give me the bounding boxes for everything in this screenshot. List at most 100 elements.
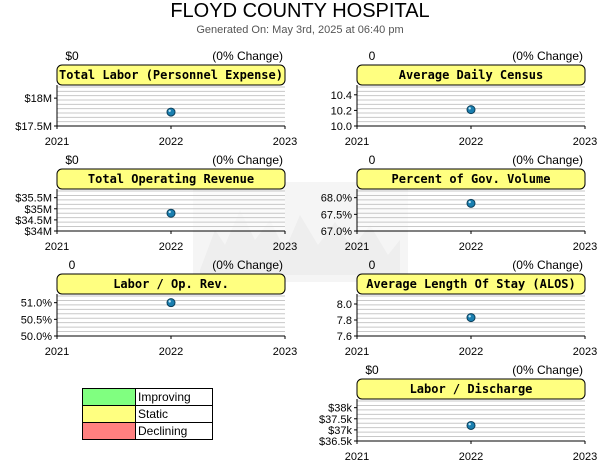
- data-point: [166, 208, 176, 218]
- chart-title-box: [356, 378, 586, 400]
- change-percent: (0% Change): [512, 49, 583, 63]
- x-tick-label: 2022: [159, 136, 183, 148]
- y-tick-label: 10.2: [331, 105, 352, 117]
- x-tick-label: 2023: [573, 136, 597, 148]
- legend-item-static: Static: [82, 405, 213, 423]
- change-value: $0: [65, 153, 79, 167]
- data-point-highlight: [168, 109, 171, 112]
- data-point: [466, 198, 476, 208]
- chart-panel: 8.0 7.8 7.6 2021 2022 2023 0 (0% Change) Average…: [337, 258, 598, 358]
- data-point-highlight: [468, 422, 471, 426]
- change-value: 0: [369, 258, 376, 272]
- x-tick-label: 2023: [273, 136, 297, 148]
- y-tick-label: 51.0%: [21, 298, 52, 310]
- chart-panel: 10.4 10.2 10.0 2021 2022 2023 0 (0% Change) Aver…: [331, 49, 598, 148]
- y-tick-label: 7.6: [337, 331, 352, 343]
- chart-title-box: [56, 64, 286, 86]
- x-tick-label: 2021: [45, 136, 69, 148]
- x-tick-label: 2023: [573, 241, 597, 253]
- x-tick-label: 2022: [459, 241, 483, 253]
- change-value: 0: [369, 49, 376, 63]
- chart-title-box: [356, 168, 586, 190]
- change-percent: (0% Change): [212, 153, 283, 167]
- x-tick-label: 2023: [573, 346, 597, 358]
- legend-label-static: Static: [135, 405, 213, 423]
- chart-title-box: [356, 64, 586, 86]
- y-tick-label: $17.5M: [15, 121, 52, 133]
- x-tick-label: 2021: [45, 241, 69, 253]
- change-percent: (0% Change): [512, 258, 583, 272]
- change-percent: (0% Change): [512, 153, 583, 167]
- y-tick-label: 10.0: [331, 121, 352, 133]
- chart-title: Labor / Op. Rev.: [113, 277, 229, 291]
- data-point: [466, 105, 476, 115]
- y-tick-label: $34.5M: [15, 215, 52, 227]
- legend-label-declining: Declining: [135, 422, 213, 440]
- data-point: [166, 107, 176, 117]
- y-tick-label: $18M: [24, 93, 52, 105]
- change-value: $0: [365, 363, 379, 377]
- y-tick-label: 7.8: [337, 315, 352, 327]
- y-tick-label: $36.5k: [319, 436, 353, 448]
- data-point: [166, 298, 176, 308]
- x-tick-label: 2021: [345, 241, 369, 253]
- change-value: 0: [69, 258, 76, 272]
- y-tick-label: $37k: [328, 425, 352, 437]
- change-percent: (0% Change): [512, 363, 583, 377]
- change-value: 0: [369, 153, 376, 167]
- data-point-highlight: [468, 107, 471, 110]
- y-tick-label: 50.5%: [21, 314, 52, 326]
- legend-item-declining: Declining: [82, 422, 213, 440]
- legend-item-improving: Improving: [82, 388, 213, 406]
- x-tick-label: 2021: [345, 451, 369, 463]
- legend-swatch-static: [82, 405, 136, 423]
- legend-swatch-improving: [82, 388, 136, 406]
- x-tick-label: 2021: [345, 346, 369, 358]
- y-tick-label: $35.5M: [15, 193, 52, 205]
- chart-panel: 68.0% 67.5% 67.0% 2021 2022 2023 0 (0% Change) P…: [321, 153, 597, 253]
- chart-title: Labor / Discharge: [410, 382, 533, 396]
- x-tick-label: 2023: [573, 451, 597, 463]
- chart-title: Total Operating Revenue: [88, 172, 254, 186]
- x-tick-label: 2021: [45, 346, 69, 358]
- x-tick-label: 2022: [159, 346, 183, 358]
- chart-title: Average Length Of Stay (ALOS): [366, 277, 576, 291]
- chart-title-box: [56, 273, 286, 295]
- chart-title: Total Labor (Personnel Expense): [59, 68, 283, 82]
- data-point-highlight: [168, 210, 171, 214]
- plot-area: [357, 191, 585, 231]
- page-subtitle: Generated On: May 3rd, 2025 at 06:40 pm: [196, 24, 404, 36]
- x-tick-label: 2022: [159, 241, 183, 253]
- x-tick-label: 2022: [459, 451, 483, 463]
- chart-title: Average Daily Census: [399, 68, 544, 82]
- change-percent: (0% Change): [212, 49, 283, 63]
- legend: Improving Static Declining: [82, 388, 213, 440]
- x-tick-label: 2023: [273, 346, 297, 358]
- y-tick-label: 50.0%: [21, 331, 52, 343]
- chart-title-box: [56, 168, 286, 190]
- chart-title-box: [356, 273, 586, 295]
- plot-area: [57, 87, 285, 126]
- y-tick-label: 8.0: [337, 299, 352, 311]
- change-value: $0: [65, 49, 79, 63]
- data-point: [466, 313, 476, 323]
- chart-panel: $35.5M$35M$34.5M$34M 2021 2022 2023 $0 (0% Ch…: [15, 153, 297, 253]
- y-tick-label: 68.0%: [321, 193, 352, 205]
- legend-swatch-declining: [82, 422, 136, 440]
- chart-panel: $38k$37.5k$37k$36.5k 2021 2022 2023 $0 (0% Ch…: [319, 363, 597, 463]
- x-tick-label: 2021: [345, 136, 369, 148]
- y-tick-label: 67.0%: [321, 226, 352, 238]
- x-tick-label: 2023: [273, 241, 297, 253]
- chart-panel: $18M $17.5M 2021 2022 2023 $0 (0% Change) Total…: [15, 49, 297, 148]
- y-tick-label: $35M: [24, 204, 52, 216]
- data-point-highlight: [468, 315, 471, 318]
- y-tick-label: 67.5%: [321, 209, 352, 221]
- data-point: [466, 420, 476, 430]
- data-point-highlight: [168, 300, 171, 303]
- x-tick-label: 2022: [459, 136, 483, 148]
- chart-title: Percent of Gov. Volume: [392, 172, 551, 186]
- change-percent: (0% Change): [212, 258, 283, 272]
- x-tick-label: 2022: [459, 346, 483, 358]
- legend-label-improving: Improving: [135, 388, 213, 406]
